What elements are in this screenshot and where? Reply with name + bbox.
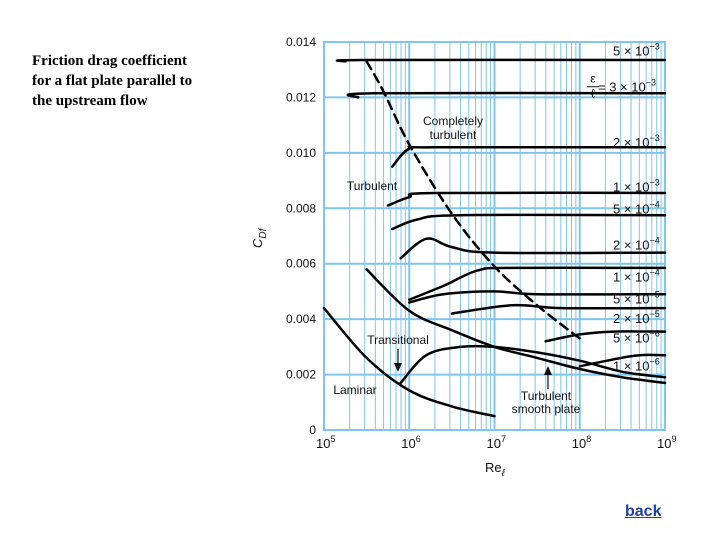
roughness-label: 1 × 10−3 bbox=[613, 178, 660, 195]
roughness-label: 1 × 10−4 bbox=[613, 268, 660, 285]
arrowhead-transitional bbox=[394, 363, 402, 372]
roughness-label: 5 × 10−5 bbox=[613, 290, 660, 307]
ell-symbol: ℓ bbox=[591, 87, 595, 101]
curve-roughness-5-10-5 bbox=[408, 290, 667, 304]
curve-roughness-5-10-3 bbox=[335, 58, 667, 63]
annotation-turbulent-line: turbulent bbox=[430, 128, 477, 142]
roughness-label: = 3 × 10−3 bbox=[598, 78, 656, 95]
x-tick-label: 105 bbox=[316, 434, 335, 451]
curve-laminar-laminar bbox=[322, 306, 496, 418]
x-tick-label: 108 bbox=[572, 434, 591, 451]
curve-smooth-turbulent-smooth-plate bbox=[365, 268, 667, 385]
y-tick-label: 0.014 bbox=[286, 35, 316, 49]
y-axis-label: CDf bbox=[250, 227, 269, 248]
figure-caption: Friction drag coefficient for a flat pla… bbox=[32, 51, 247, 111]
curve-transitional-transitional bbox=[399, 344, 667, 385]
arrowhead-smooth bbox=[544, 366, 552, 375]
annotation-smooth-plate: smooth plate bbox=[512, 402, 581, 416]
curve-roughness-1-10-3 bbox=[386, 191, 667, 207]
roughness-label: 5 × 10−6 bbox=[613, 329, 660, 346]
y-tick-label: 0.004 bbox=[286, 312, 316, 326]
epsilon-symbol: ε bbox=[590, 72, 596, 86]
annotation-turbulent: Turbulent bbox=[347, 179, 398, 193]
curve-roughness-1-10-6 bbox=[578, 353, 667, 368]
curve-roughness-2-10-5 bbox=[450, 303, 667, 315]
curve-roughness-1-10-4 bbox=[408, 266, 667, 301]
curve-roughness-3-10-3 bbox=[346, 91, 667, 99]
caption-line-1: Friction drag coefficient bbox=[32, 53, 187, 69]
curve-roughness-2-10-4 bbox=[399, 237, 667, 260]
roughness-label: 2 × 10−3 bbox=[613, 133, 660, 150]
curve-layer bbox=[322, 58, 667, 418]
back-link[interactable]: back bbox=[625, 503, 662, 520]
roughness-label: 5 × 10−4 bbox=[613, 200, 660, 217]
roughness-label: 5 × 10−3 bbox=[613, 42, 660, 59]
roughness-label: 2 × 10−5 bbox=[613, 309, 660, 326]
curve-roughness-5-10-4 bbox=[390, 213, 667, 231]
roughness-label: 1 × 10−6 bbox=[613, 356, 660, 373]
y-tick-label: 0.012 bbox=[286, 90, 316, 104]
annotation-completely: Completely bbox=[423, 114, 483, 128]
curve-roughness-5-10-6 bbox=[544, 330, 667, 343]
x-tick-label: 109 bbox=[657, 434, 676, 451]
annotation-transitional: Transitional bbox=[367, 333, 429, 347]
axis-layer: 0 0.002 0.004 0.006 0.008 0.010 0.012 0.014 105 1… bbox=[250, 35, 676, 479]
x-tick-label: 106 bbox=[401, 434, 420, 451]
x-tick-label: 107 bbox=[487, 434, 506, 451]
caption-line-3: the upstream flow bbox=[32, 93, 148, 109]
y-tick-label: 0.008 bbox=[286, 201, 316, 215]
plot-frame bbox=[323, 41, 666, 431]
curve-dashed-completely-turbulent bbox=[365, 60, 582, 340]
y-tick-label: 0.002 bbox=[286, 368, 316, 382]
caption-line-2: for a flat plate parallel to bbox=[32, 73, 193, 89]
annotation-laminar: Laminar bbox=[333, 383, 376, 397]
y-tick-label: 0 bbox=[309, 423, 316, 437]
curve-roughness-2-10-3 bbox=[390, 145, 667, 168]
annotation-turbulent-smooth: Turbulent bbox=[521, 389, 572, 403]
roughness-label: 2 × 10−4 bbox=[613, 236, 660, 253]
y-tick-label: 0.006 bbox=[286, 257, 316, 271]
x-axis-label: Reℓ bbox=[485, 460, 506, 479]
y-tick-label: 0.010 bbox=[286, 146, 316, 160]
label-layer: 5 × 10−3 = 3 × 10−3 2 × 10−3 1 × 10−3 5 × 10… bbox=[333, 42, 659, 416]
